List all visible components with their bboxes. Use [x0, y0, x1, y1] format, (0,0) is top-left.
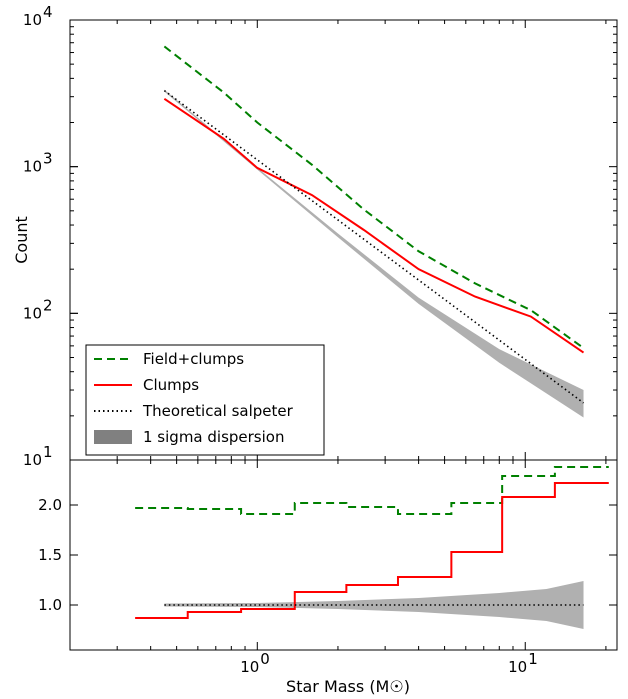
bottom-panel: 1.01.52.010 0 10 1 — [38, 459, 618, 676]
series-line-clumps — [163, 98, 585, 354]
y-tick-label-exponent: 1 — [43, 443, 53, 461]
legend-label: 1 sigma dispersion — [143, 428, 284, 446]
band-1-sigma-top — [164, 89, 584, 418]
legend-label: Theoretical salpeter — [142, 402, 294, 420]
bottom-plot-frame — [69, 459, 618, 651]
y-tick-label: 2.0 — [38, 496, 62, 514]
ratio-line-clumps — [135, 482, 609, 619]
y-tick-label: 1.5 — [38, 546, 62, 564]
y-tick-label: 1.0 — [38, 596, 62, 614]
x-tick-label-exponent: 0 — [260, 650, 270, 668]
band-1-sigma-bottom — [164, 581, 584, 629]
y-tick-label-exponent: 3 — [43, 150, 53, 168]
y-tick-label: 10 — [23, 11, 42, 29]
x-tick-label: 10 — [240, 658, 259, 676]
legend-label: Field+clumps — [143, 350, 244, 368]
legend-swatch-patch — [94, 430, 132, 444]
y-tick-label-exponent: 4 — [43, 3, 53, 21]
legend-label: Clumps — [143, 376, 199, 394]
y-tick-label: 10 — [23, 158, 42, 176]
legend: Field+clumps Clumps Theoretical salpeter 1 … — [85, 344, 325, 456]
series-line-theoretical-salpeter — [163, 89, 585, 404]
y-axis-label: Count — [12, 216, 31, 264]
series-line-field-clumps — [163, 45, 585, 349]
x-axis-label: Star Mass (M☉) — [286, 677, 410, 696]
y-tick-label-exponent: 2 — [43, 296, 53, 314]
y-tick-label: 10 — [23, 304, 42, 322]
x-tick-label: 10 — [508, 658, 527, 676]
y-tick-label: 10 — [23, 451, 42, 469]
ratio-line-field-clumps — [135, 466, 609, 515]
x-tick-label-exponent: 1 — [528, 650, 538, 668]
